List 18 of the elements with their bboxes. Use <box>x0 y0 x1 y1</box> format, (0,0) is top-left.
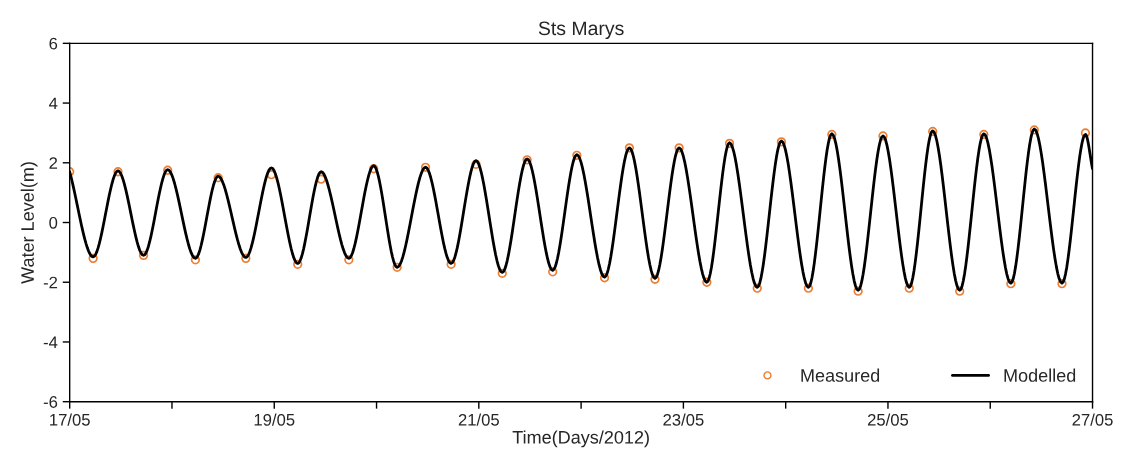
x-tick-label: 27/05 <box>1072 413 1113 426</box>
x-tick-label: 17/05 <box>50 413 90 426</box>
y-tick-label: 2 <box>49 157 58 169</box>
y-tick-label: 4 <box>49 97 58 110</box>
y-tick-label: -6 <box>43 396 58 408</box>
y-tick-label: 0 <box>49 216 58 229</box>
x-axis-title: Time(Days/2012) <box>512 430 649 448</box>
chart-title: Sts Marys <box>538 21 624 40</box>
x-tick-label: 21/05 <box>458 413 499 426</box>
x-tick-label: 19/05 <box>254 413 295 426</box>
y-axis-title: Water Level(m) <box>20 162 38 284</box>
x-tick-label: 23/05 <box>663 413 704 426</box>
legend-label: Measured <box>801 368 880 382</box>
y-tick-label: -4 <box>43 336 58 349</box>
y-tick-label: 6 <box>49 37 58 50</box>
y-tick-label: -2 <box>43 276 58 289</box>
legend-label: Modelled <box>1004 368 1076 382</box>
x-tick-label: 25/05 <box>867 413 909 426</box>
